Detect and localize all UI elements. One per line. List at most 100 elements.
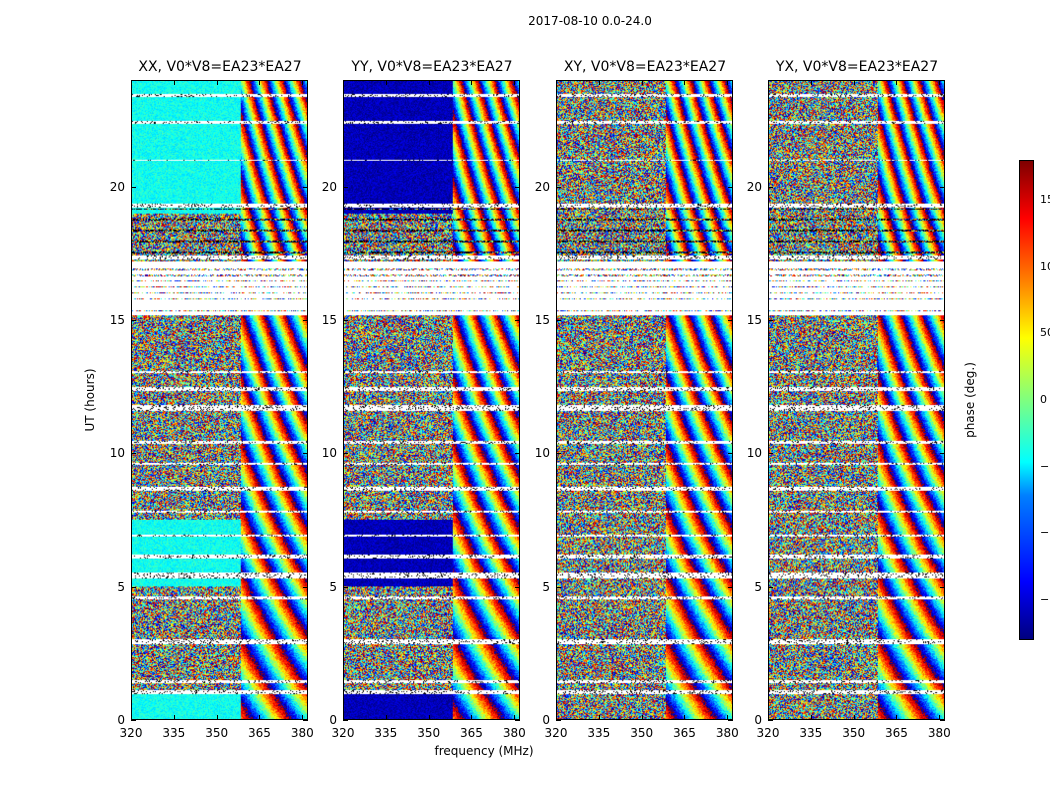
x-tick-mark	[471, 80, 473, 85]
x-tick-mark	[343, 715, 344, 720]
x-tick-label: 350	[205, 726, 229, 740]
y-tick-mark	[728, 186, 733, 188]
y-tick-mark	[940, 453, 945, 455]
x-tick-mark	[514, 80, 516, 85]
y-tick-label: 5	[542, 579, 550, 594]
y-tick-mark	[940, 320, 945, 321]
x-tick-mark	[768, 80, 769, 85]
heatmap-canvas-yx	[769, 81, 944, 719]
y-tick-mark	[556, 186, 561, 188]
y-tick-label: 20	[534, 179, 550, 194]
x-tick-label: 365	[248, 726, 271, 740]
y-tick-mark	[303, 586, 308, 588]
x-tick-label: 350	[630, 726, 654, 740]
x-tick-mark	[471, 715, 473, 720]
colorbar-tick-label: 150	[1040, 193, 1050, 206]
panel-title-yx: YX, V0*V8=EA23*EA27	[775, 59, 939, 75]
y-tick-mark	[131, 186, 136, 188]
x-tick-mark	[259, 80, 261, 85]
x-tick-mark	[641, 715, 643, 720]
y-tick-mark	[343, 186, 348, 188]
x-tick-mark	[428, 715, 430, 720]
x-tick-mark	[514, 715, 516, 720]
x-tick-label: 320	[331, 726, 355, 740]
heatmap-panel-xy	[556, 80, 733, 720]
x-tick-mark	[684, 715, 686, 720]
x-tick-label: 380	[290, 726, 314, 740]
x-tick-mark	[641, 80, 643, 85]
y-tick-mark	[303, 320, 308, 321]
x-tick-mark	[385, 715, 387, 720]
x-tick-mark	[853, 715, 855, 720]
y-tick-label: 10	[321, 446, 337, 461]
x-tick-mark	[259, 715, 261, 720]
panel-title-xx: XX, V0*V8=EA23*EA27	[138, 59, 302, 75]
x-tick-label: 350	[417, 726, 441, 740]
x-tick-mark	[727, 715, 729, 720]
y-tick-mark	[515, 186, 520, 188]
colorbar	[1019, 160, 1034, 640]
y-tick-mark	[940, 720, 945, 721]
y-tick-mark	[728, 320, 733, 321]
x-tick-label: 380	[715, 726, 739, 740]
y-tick-mark	[768, 720, 773, 721]
colorbar-tick-label: −150	[1040, 593, 1050, 606]
y-tick-mark	[303, 186, 308, 188]
colorbar-label: phase (deg.)	[963, 362, 977, 438]
y-tick-label: 0	[117, 713, 125, 727]
x-tick-mark	[556, 80, 557, 85]
colorbar-tick-label: −50	[1040, 459, 1050, 473]
y-tick-mark	[131, 453, 136, 455]
x-tick-mark	[768, 715, 769, 720]
y-tick-mark	[556, 720, 561, 721]
y-tick-mark	[768, 320, 773, 321]
x-tick-mark	[428, 80, 430, 85]
heatmap-panel-xx	[131, 80, 308, 720]
y-tick-mark	[940, 186, 945, 188]
y-tick-label: 15	[534, 313, 550, 327]
x-tick-mark	[131, 80, 132, 85]
colorbar-tick-label: 50	[1040, 326, 1050, 340]
y-tick-label: 15	[746, 313, 762, 327]
panel-title-xy: XY, V0*V8=EA23*EA27	[563, 59, 727, 75]
x-tick-label: 335	[799, 726, 823, 740]
x-tick-label: 380	[502, 726, 526, 740]
x-axis-label: frequency (MHz)	[434, 744, 534, 758]
y-tick-mark	[556, 453, 561, 455]
x-tick-label: 365	[460, 726, 483, 740]
y-tick-mark	[303, 720, 308, 721]
x-tick-mark	[385, 80, 387, 85]
x-tick-mark	[810, 80, 812, 85]
x-tick-mark	[810, 715, 812, 720]
y-tick-label: 20	[109, 179, 125, 194]
colorbar-tick-label: −100	[1040, 526, 1050, 540]
y-tick-label: 10	[534, 446, 550, 461]
y-tick-mark	[515, 320, 520, 321]
x-tick-mark	[173, 715, 175, 720]
panel-title-yy: YY, V0*V8=EA23*EA27	[351, 59, 513, 75]
x-tick-label: 335	[162, 726, 186, 740]
y-tick-mark	[515, 720, 520, 721]
y-tick-label: 15	[109, 313, 125, 327]
x-tick-mark	[343, 80, 344, 85]
x-tick-mark	[684, 80, 686, 85]
y-tick-mark	[343, 586, 348, 588]
x-tick-mark	[939, 80, 941, 85]
x-tick-label: 320	[544, 726, 568, 740]
x-tick-mark	[598, 80, 600, 85]
y-tick-mark	[303, 453, 308, 455]
figure-title: 2017-08-10 0.0-24.0	[528, 14, 652, 28]
x-tick-mark	[556, 715, 557, 720]
heatmap-canvas-yy	[344, 81, 519, 719]
x-tick-mark	[216, 715, 218, 720]
y-tick-label: 10	[746, 446, 762, 461]
x-tick-label: 365	[885, 726, 908, 740]
y-tick-label: 5	[329, 579, 337, 594]
colorbar-tick-label: 0	[1040, 393, 1047, 406]
y-tick-label: 0	[542, 713, 550, 727]
y-tick-mark	[768, 186, 773, 188]
heatmap-panel-yx	[768, 80, 945, 720]
x-tick-mark	[853, 80, 855, 85]
x-tick-label: 320	[119, 726, 143, 740]
x-tick-mark	[302, 80, 304, 85]
